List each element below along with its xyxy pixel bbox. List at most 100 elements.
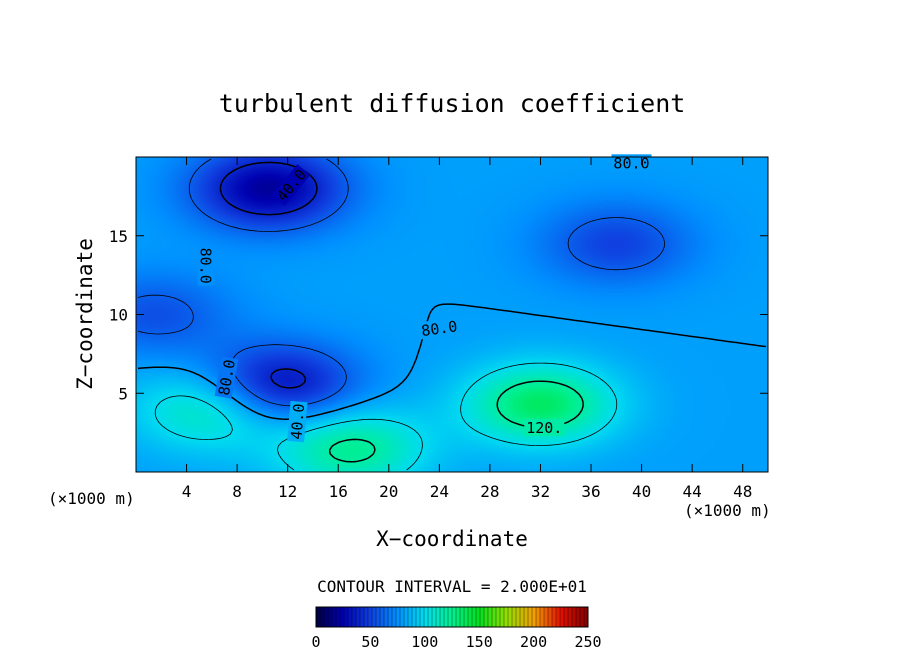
colorbar-cell bbox=[359, 606, 365, 628]
contour-label-bg bbox=[197, 245, 215, 286]
contour-line-60 bbox=[137, 158, 665, 407]
colorbar-cell bbox=[395, 606, 401, 628]
colorbar-cell bbox=[399, 606, 405, 628]
x-tick-label: 16 bbox=[329, 482, 348, 501]
colorbar-cell bbox=[519, 606, 525, 628]
y-tick-label: 15 bbox=[109, 227, 128, 246]
colorbar-cell bbox=[431, 606, 437, 628]
y-axis-label: Z−coordinate bbox=[73, 238, 97, 390]
colorbar-tick-label: 0 bbox=[311, 633, 320, 651]
colorbar-cell bbox=[355, 606, 361, 628]
contour-labels: 80.040.080.080.080.040.0 120. bbox=[197, 154, 652, 443]
colorbar-cell bbox=[567, 606, 573, 628]
colorbar-cell bbox=[543, 606, 549, 628]
colorbar-tick-labels: 0 50 100 150 200 250 bbox=[311, 633, 601, 651]
plot-area: 80.040.080.080.080.040.0 120. bbox=[135, 154, 769, 473]
colorbar-cell bbox=[539, 606, 545, 628]
contour-label-bg bbox=[214, 356, 239, 399]
colorbar-cell bbox=[343, 606, 349, 628]
colorbar-cell bbox=[511, 606, 517, 628]
colorbar-cell bbox=[435, 606, 441, 628]
colorbar-cell bbox=[335, 606, 341, 628]
colorbar-cell bbox=[367, 606, 373, 628]
x-tick-label: 40 bbox=[632, 482, 651, 501]
colorbar-cell bbox=[411, 606, 417, 628]
colorbar-tick-label: 200 bbox=[520, 633, 547, 651]
colorbar-cell bbox=[455, 606, 461, 628]
contour-label: 80.0 bbox=[613, 154, 649, 172]
colorbar-cell bbox=[571, 606, 577, 628]
contour-label: 40.0 bbox=[287, 403, 308, 441]
x-unit-right: (×1000 m) bbox=[684, 501, 771, 520]
colorbar-cell bbox=[419, 606, 425, 628]
colorbar-cell bbox=[439, 606, 445, 628]
x-tick-label: 4 bbox=[182, 482, 192, 501]
colorbar-cell bbox=[315, 606, 321, 628]
y-tick-label: 5 bbox=[118, 384, 128, 403]
colorbar-frame bbox=[315, 606, 589, 628]
x-tick-label: 20 bbox=[379, 482, 398, 501]
contour-label-bg bbox=[524, 418, 565, 436]
colorbar-cell bbox=[499, 606, 505, 628]
colorbar-cell bbox=[563, 606, 569, 628]
colorbar-cell bbox=[463, 606, 469, 628]
x-axis-label: X−coordinate bbox=[376, 527, 528, 551]
colorbar-cell bbox=[363, 606, 369, 628]
contour-label-bg bbox=[418, 316, 461, 340]
colorbar-cell bbox=[555, 606, 561, 628]
colorbar-cell bbox=[451, 606, 457, 628]
colorbar-cell bbox=[391, 606, 397, 628]
colorbar-cell bbox=[415, 606, 421, 628]
colorbar-cell bbox=[427, 606, 433, 628]
colorbar-cell bbox=[403, 606, 409, 628]
colorbar-cell bbox=[559, 606, 565, 628]
x-axis-ticks: 4 8 12 16 20 24 28 32 36 40 44 48 bbox=[182, 157, 752, 501]
colorbar-cell bbox=[495, 606, 501, 628]
contour-lines bbox=[137, 158, 767, 471]
contour-label-bg bbox=[271, 164, 311, 206]
colorbar-cell bbox=[387, 606, 393, 628]
colorbar-cell bbox=[383, 606, 389, 628]
colorbar-cell bbox=[535, 606, 541, 628]
colorbar-cell bbox=[339, 606, 345, 628]
contour-label: 80.0 bbox=[420, 317, 458, 340]
y-axis-ticks: 5 10 15 bbox=[109, 227, 768, 403]
colorbar: 0 50 100 150 200 250 bbox=[311, 606, 602, 651]
contour-label: 120. bbox=[526, 419, 562, 437]
colorbar-cell bbox=[423, 606, 429, 628]
x-tick-label: 28 bbox=[480, 482, 499, 501]
contour-interval-text: CONTOUR INTERVAL = 2.000E+01 bbox=[317, 577, 587, 596]
colorbar-cell bbox=[351, 606, 357, 628]
colorbar-cell bbox=[475, 606, 481, 628]
colorbar-cell bbox=[331, 606, 337, 628]
colorbar-cell bbox=[579, 606, 585, 628]
colorbar-cell bbox=[327, 606, 333, 628]
contour-line-100 bbox=[154, 362, 618, 471]
contour-line-80 bbox=[137, 303, 767, 420]
colorbar-cell bbox=[487, 606, 493, 628]
colorbar-cell bbox=[323, 606, 329, 628]
colorbar-cell bbox=[551, 606, 557, 628]
x-tick-label: 12 bbox=[278, 482, 297, 501]
colorbar-tick-label: 150 bbox=[466, 633, 493, 651]
colorbar-cell bbox=[459, 606, 465, 628]
colorbar-cell bbox=[467, 606, 473, 628]
colorbar-cell bbox=[523, 606, 529, 628]
colorbar-cell bbox=[507, 606, 513, 628]
colorbar-cell bbox=[479, 606, 485, 628]
x-unit-left: (×1000 m) bbox=[48, 489, 135, 508]
x-tick-label: 8 bbox=[232, 482, 242, 501]
colorbar-cell bbox=[371, 606, 377, 628]
colorbar-cell bbox=[547, 606, 553, 628]
x-tick-label: 48 bbox=[733, 482, 752, 501]
colorbar-cell bbox=[319, 606, 325, 628]
colorbar-cell bbox=[531, 606, 537, 628]
colorbar-cell bbox=[575, 606, 581, 628]
colorbar-cell bbox=[515, 606, 521, 628]
colorbar-cell bbox=[375, 606, 381, 628]
colorbar-cell bbox=[491, 606, 497, 628]
colorbar-cell bbox=[483, 606, 489, 628]
colorbar-cells bbox=[315, 606, 589, 628]
